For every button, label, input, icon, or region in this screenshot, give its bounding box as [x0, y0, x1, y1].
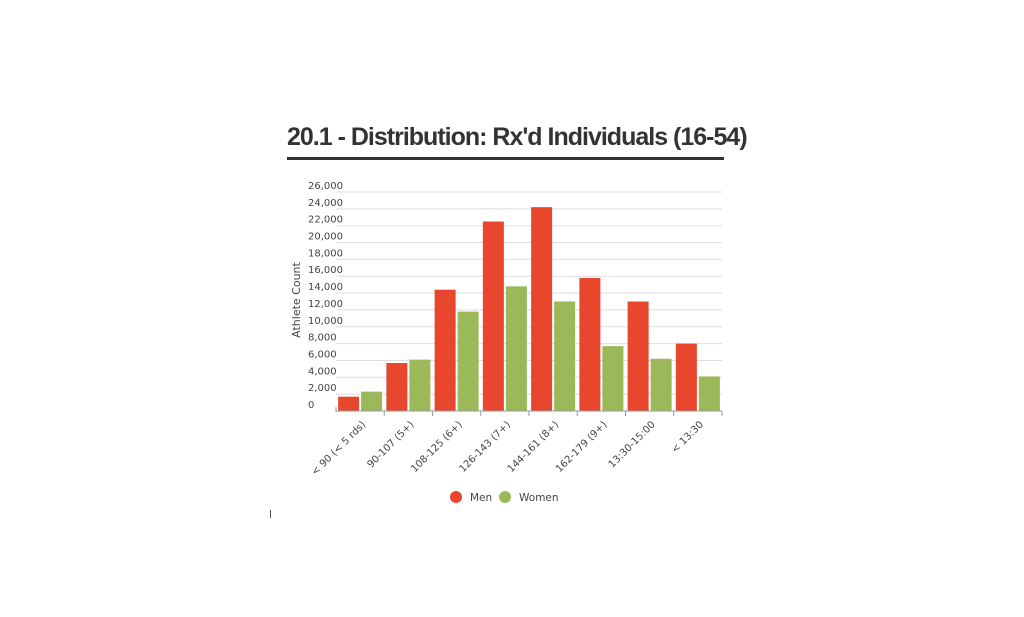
legend-label: Men [470, 492, 492, 504]
bar-women [505, 286, 527, 411]
legend[interactable]: Men Women [450, 491, 559, 504]
x-tick-label: 108-125 (6+) [409, 419, 465, 475]
y-tick-labels: 0 2,000 4,000 6,000 8,000 10,000 12,000 14,000 1… [308, 181, 343, 411]
y-tick-label: 4,000 [308, 366, 337, 377]
x-tick-label: 90-107 (5+) [365, 419, 416, 470]
chart-title: 20.1 - Distribution: Rx'd Individuals (1… [287, 123, 748, 151]
bar-men [579, 277, 601, 411]
x-tick-label: 126-143 (7+) [457, 419, 513, 475]
legend-item-women[interactable]: Women [499, 491, 559, 504]
y-tick-label: 20,000 [308, 232, 343, 243]
y-tick-label: 0 [308, 400, 314, 411]
bar-men [434, 289, 456, 411]
legend-item-men[interactable]: Men [450, 491, 492, 504]
title-underline [287, 157, 724, 160]
bar-women [602, 346, 624, 411]
y-axis-label: Athlete Count [290, 261, 303, 337]
x-tick-label: 13:30-15:00 [607, 419, 658, 470]
y-tick-label: 10,000 [308, 316, 343, 327]
bar-men [338, 396, 360, 411]
y-tick-label: 2,000 [308, 383, 337, 394]
text-cursor [270, 510, 271, 518]
y-tick-label: 6,000 [308, 349, 337, 360]
x-tick-label: < 90 (< 5 rds) [310, 419, 369, 478]
y-tick-label: 12,000 [308, 299, 343, 310]
x-tick-label: 162-179 (9+) [554, 419, 610, 475]
y-tick-label: 24,000 [308, 198, 343, 209]
bar-women [361, 391, 383, 411]
bar-women [554, 301, 576, 411]
bars [338, 207, 720, 411]
bar-men [531, 207, 553, 411]
bar-men [482, 221, 504, 411]
y-tick-label: 8,000 [308, 333, 337, 344]
x-tick-labels: < 90 (< 5 rds)90-107 (5+)108-125 (6+)126… [310, 419, 706, 478]
bar-women [698, 376, 720, 411]
axes [335, 407, 723, 416]
y-tick-label: 16,000 [308, 265, 343, 276]
bar-men [675, 343, 697, 411]
legend-swatch [499, 491, 511, 503]
y-tick-label: 14,000 [308, 282, 343, 293]
bar-women [650, 358, 672, 411]
bar-men [627, 301, 649, 411]
x-tick-label: 144-161 (8+) [506, 419, 562, 475]
bar-women [409, 359, 431, 411]
x-tick-label: < 13:30 [670, 419, 706, 455]
bar-men [386, 362, 408, 411]
y-tick-label: 18,000 [308, 248, 343, 259]
y-tick-label: 22,000 [308, 215, 343, 226]
y-tick-label: 26,000 [308, 181, 343, 192]
legend-label: Women [519, 492, 559, 504]
legend-swatch [450, 491, 462, 503]
bar-women [457, 311, 479, 411]
